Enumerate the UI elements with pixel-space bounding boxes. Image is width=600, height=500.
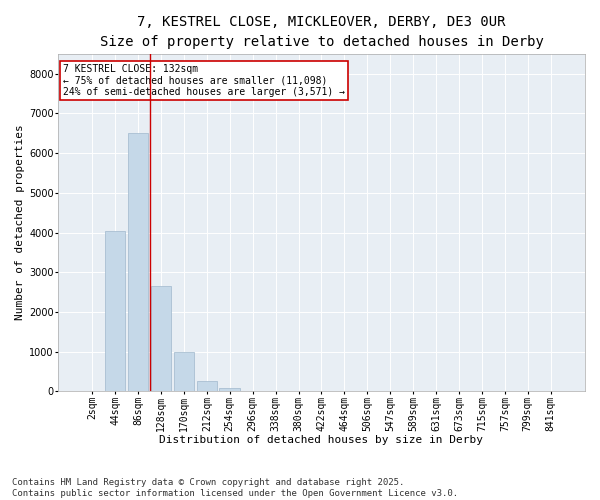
Bar (128, 134, 148, 392)
Text: 7 KESTREL CLOSE: 132sqm
← 75% of detached houses are smaller (11,098)
24% of sem: 7 KESTREL CLOSE: 132sqm ← 75% of detache… (63, 64, 345, 97)
Bar (173, 352, 194, 392)
Title: 7, KESTREL CLOSE, MICKLEOVER, DERBY, DE3 0UR
Size of property relative to detach: 7, KESTREL CLOSE, MICKLEOVER, DERBY, DE3… (100, 15, 544, 48)
Bar (197, 382, 217, 392)
Bar (220, 388, 240, 392)
Y-axis label: Number of detached properties: Number of detached properties (15, 124, 25, 320)
Bar (151, 286, 172, 392)
X-axis label: Distribution of detached houses by size in Derby: Distribution of detached houses by size … (160, 435, 484, 445)
Bar (105, 230, 125, 392)
Text: Contains HM Land Registry data © Crown copyright and database right 2025.
Contai: Contains HM Land Registry data © Crown c… (12, 478, 458, 498)
